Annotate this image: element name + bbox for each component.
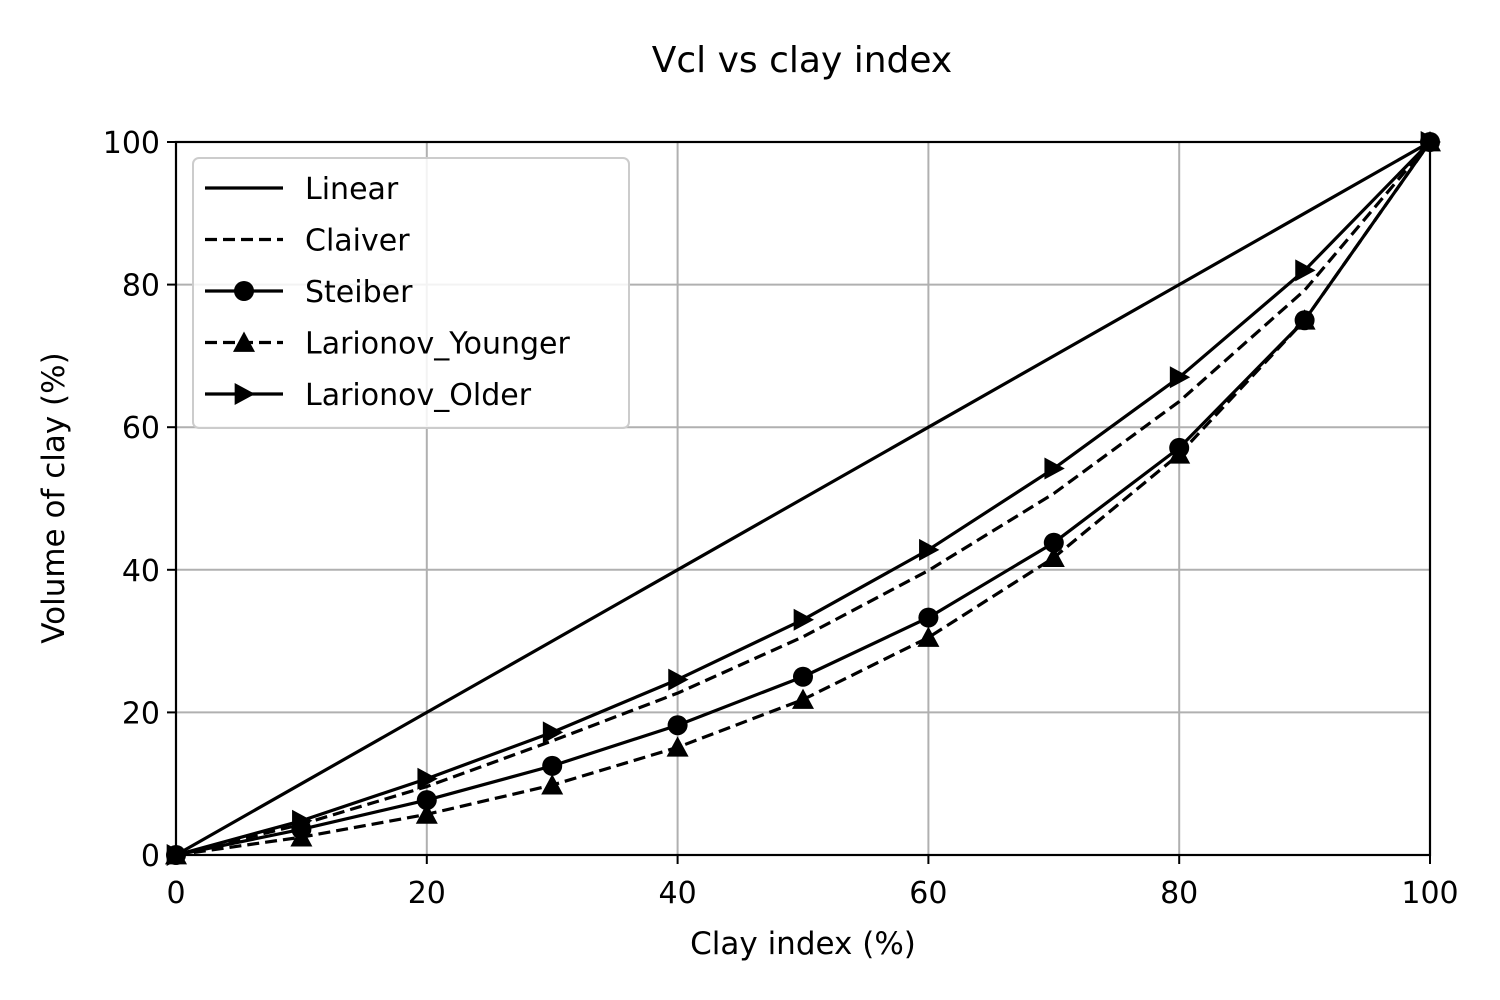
legend-item: Claiver bbox=[205, 224, 410, 259]
data-point bbox=[1295, 259, 1316, 282]
x-tick-label: 40 bbox=[659, 876, 697, 911]
y-tick-label: 80 bbox=[122, 269, 160, 304]
data-point bbox=[415, 803, 438, 824]
legend-label: Claiver bbox=[305, 224, 410, 259]
x-tick-label: 60 bbox=[909, 876, 947, 911]
data-point bbox=[417, 767, 438, 790]
x-axis-ticks: 0 20 40 60 80 100 bbox=[166, 855, 1459, 911]
data-point bbox=[919, 538, 940, 561]
legend-label: Steiber bbox=[305, 275, 413, 310]
plot-area bbox=[165, 131, 1441, 866]
series-linear bbox=[175, 140, 1431, 857]
data-point bbox=[793, 666, 813, 687]
legend-label: Larionov_Younger bbox=[305, 327, 570, 362]
x-axis-label: Clay index (%) bbox=[690, 926, 916, 962]
series-larionov_older bbox=[166, 131, 1441, 866]
data-point bbox=[1044, 457, 1065, 480]
legend-item: Larionov_Older bbox=[205, 378, 532, 413]
data-point bbox=[1042, 546, 1065, 568]
data-point bbox=[793, 608, 814, 631]
data-point bbox=[917, 626, 940, 647]
axes-frame bbox=[174, 140, 1432, 857]
data-point bbox=[667, 715, 688, 736]
series-line bbox=[175, 140, 1432, 857]
data-point bbox=[1168, 443, 1191, 464]
x-tick-label: 0 bbox=[166, 876, 185, 911]
x-tick-label: 20 bbox=[408, 876, 446, 911]
legend-marker bbox=[234, 281, 254, 301]
legend: Linear Claiver Steiber Larionov_Younger Lari… bbox=[192, 157, 630, 429]
legend-marker bbox=[233, 331, 255, 352]
data-point bbox=[290, 826, 313, 847]
x-tick-label: 100 bbox=[1401, 876, 1458, 911]
y-axis-ticks: 0 20 40 60 80 100 bbox=[103, 126, 176, 874]
y-axis-label: Volume of clay (%) bbox=[36, 352, 72, 643]
legend-label: Larionov_Older bbox=[305, 378, 532, 413]
data-point bbox=[542, 721, 564, 744]
data-point bbox=[668, 668, 689, 691]
y-tick-label: 100 bbox=[103, 126, 160, 161]
series-line bbox=[175, 140, 1431, 857]
y-tick-label: 60 bbox=[122, 411, 160, 446]
data-point bbox=[1169, 366, 1191, 389]
legend-label: Linear bbox=[305, 172, 399, 207]
chart-title: Vcl vs clay index bbox=[652, 40, 952, 81]
data-point bbox=[541, 774, 564, 795]
y-tick-label: 20 bbox=[122, 696, 160, 731]
legend-item: Steiber bbox=[205, 275, 413, 310]
data-point bbox=[416, 790, 437, 811]
data-point bbox=[1293, 309, 1316, 330]
data-point bbox=[918, 607, 939, 628]
legend-box bbox=[192, 157, 630, 429]
legend-marker bbox=[234, 383, 255, 405]
data-point bbox=[792, 688, 814, 709]
data-point bbox=[542, 755, 563, 776]
y-tick-label: 40 bbox=[122, 554, 160, 589]
y-tick-label: 0 bbox=[141, 839, 160, 874]
data-point bbox=[666, 736, 689, 757]
legend-item: Larionov_Younger bbox=[205, 327, 570, 362]
data-point bbox=[292, 809, 313, 832]
x-tick-label: 80 bbox=[1160, 876, 1198, 911]
series-claiver bbox=[175, 140, 1432, 857]
data-point bbox=[1043, 532, 1064, 553]
legend-item: Linear bbox=[205, 172, 399, 207]
